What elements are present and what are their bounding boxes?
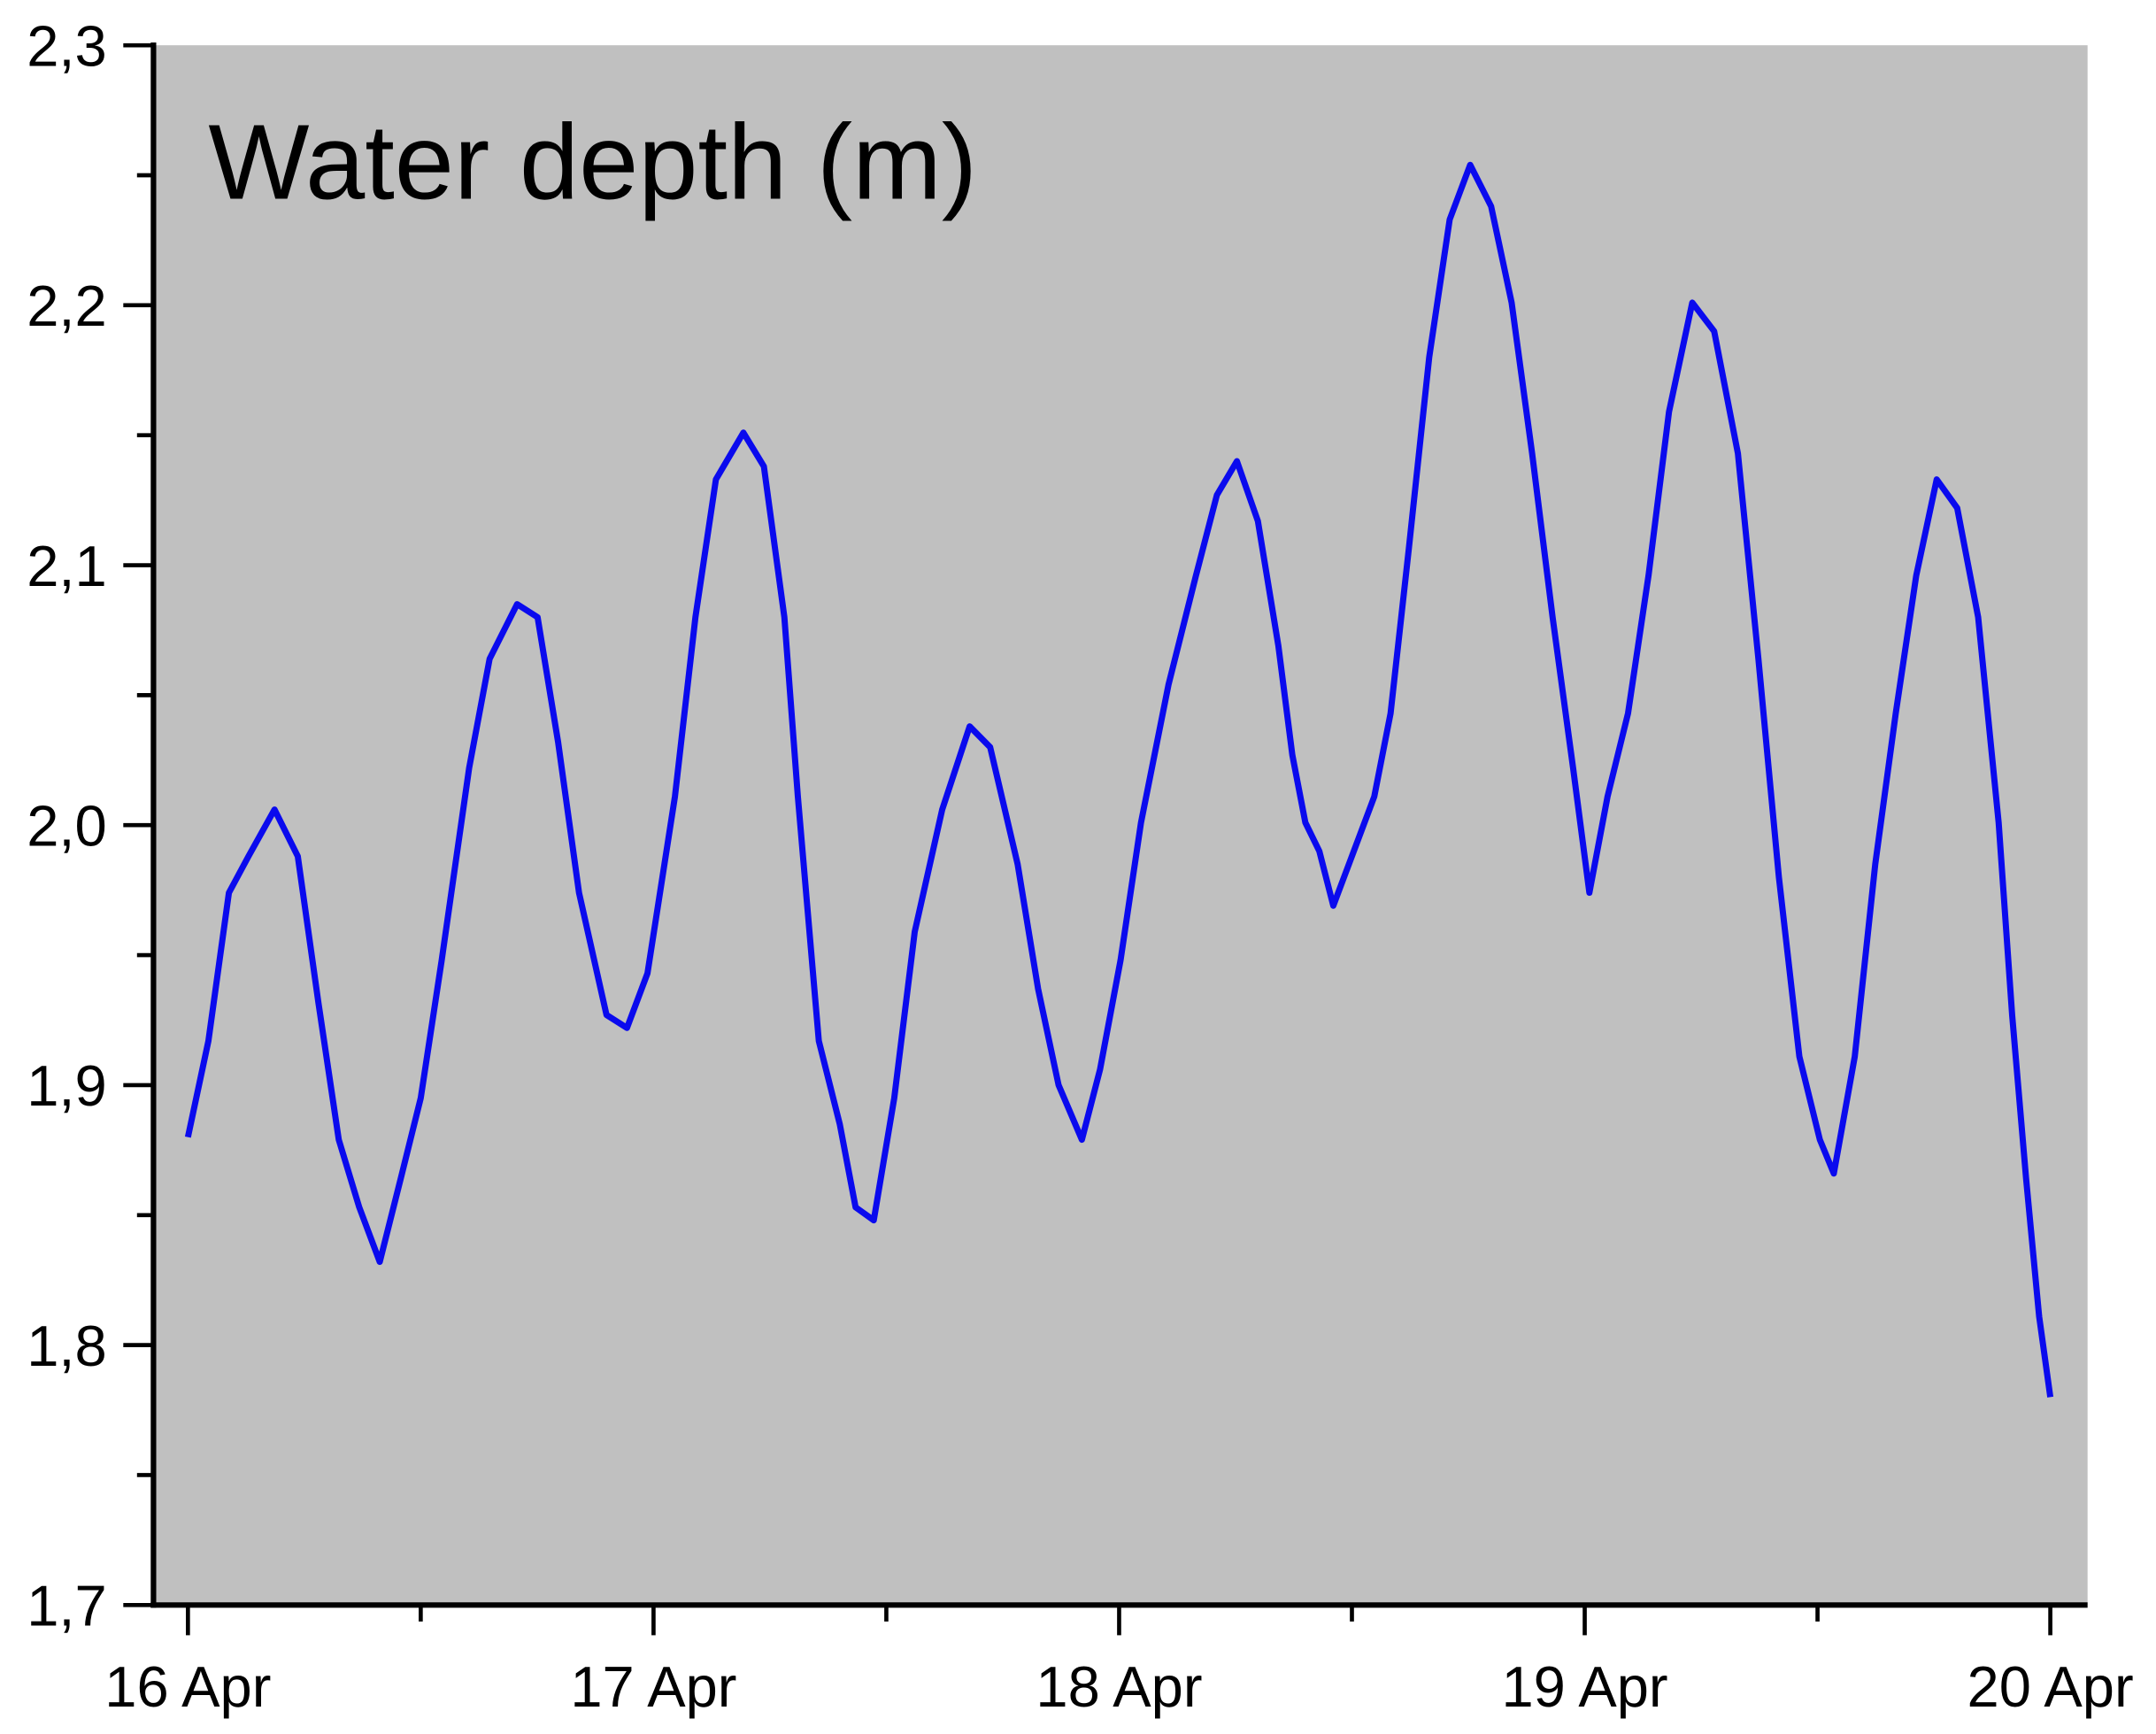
x-tick-label: 19 Apr xyxy=(1501,1654,1667,1719)
x-tick-label: 17 Apr xyxy=(570,1654,736,1719)
y-tick-label: 1,9 xyxy=(27,1053,106,1118)
y-tick-label: 2,1 xyxy=(27,534,106,598)
x-tick-label: 16 Apr xyxy=(104,1654,271,1719)
plot-background xyxy=(153,45,2088,1606)
y-tick-label: 2,3 xyxy=(27,13,106,78)
x-tick-label: 18 Apr xyxy=(1036,1654,1202,1719)
chart-title: Water depth (m) xyxy=(208,103,977,222)
data-line xyxy=(184,161,2054,1398)
y-tick-label: 2,0 xyxy=(27,793,106,858)
x-tick-label: 20 Apr xyxy=(1967,1654,2134,1719)
y-tick-label: 1,7 xyxy=(27,1574,106,1638)
y-tick-label: 1,8 xyxy=(27,1314,106,1378)
y-tick-label: 2,2 xyxy=(27,274,106,338)
